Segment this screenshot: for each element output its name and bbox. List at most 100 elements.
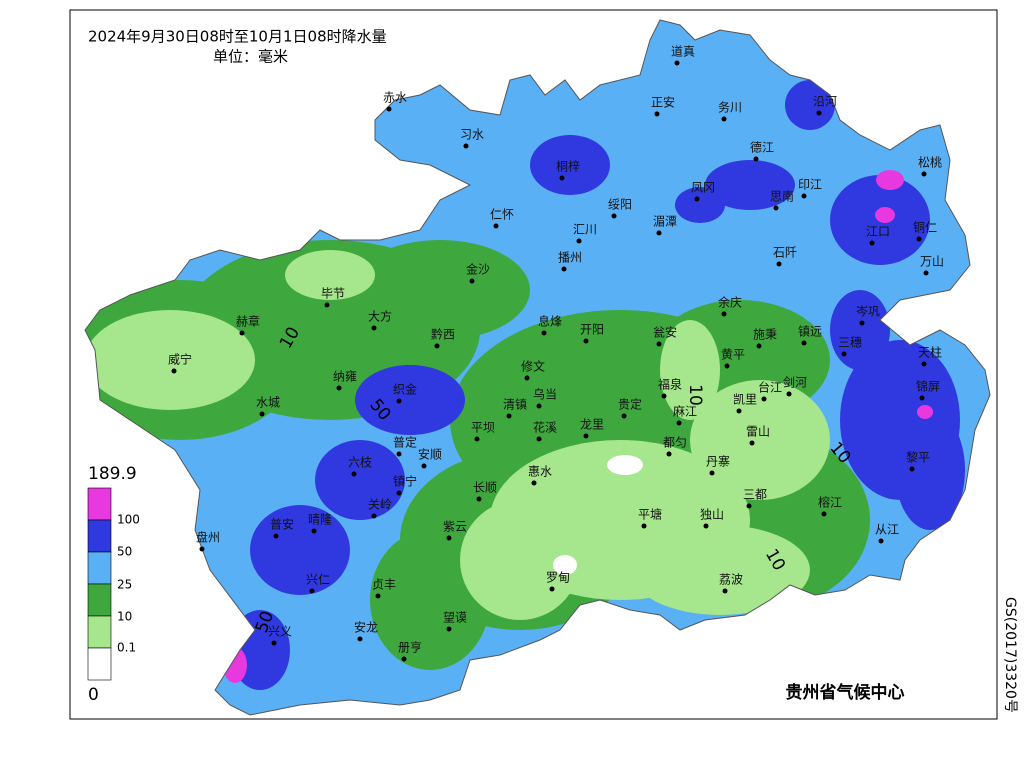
city-label: 晴隆 (308, 512, 332, 527)
city-dot (171, 368, 177, 374)
city-label: 从江 (875, 523, 899, 537)
city-dot (909, 466, 915, 472)
city-dot (859, 320, 865, 326)
city-dot (841, 351, 847, 357)
city-dot (396, 451, 402, 457)
approval-number: GS(2017)3320号 (1002, 597, 1018, 713)
precip-area (85, 310, 255, 410)
city-label: 水城 (256, 396, 280, 410)
precip-area (630, 525, 810, 615)
city-dot (676, 420, 682, 426)
city-dot (721, 311, 727, 317)
province-border (84, 19, 991, 716)
city-dot (371, 513, 377, 519)
city-dot (531, 480, 537, 486)
city-dot (641, 523, 647, 529)
city-label: 盘州 (196, 530, 220, 545)
city-dot (541, 330, 547, 336)
precip-area (895, 410, 965, 530)
precip-area (876, 170, 904, 190)
city-dot (761, 396, 767, 402)
city-label: 荔波 (719, 573, 743, 587)
city-dot (524, 375, 530, 381)
city-label: 务川 (718, 100, 742, 115)
precip-area (785, 80, 835, 130)
legend-label: 100 (117, 513, 140, 527)
legend-swatch (87, 615, 112, 649)
city-dot (816, 110, 822, 116)
city-label: 安顺 (418, 447, 442, 462)
city-label: 播州 (558, 251, 582, 265)
city-label: 贞丰 (372, 578, 396, 592)
city-dot (446, 626, 452, 632)
city-label: 余庆 (718, 295, 742, 310)
city-dot (506, 413, 512, 419)
city-dot (786, 391, 792, 397)
precip-area (250, 505, 350, 595)
city-dot (259, 411, 265, 417)
city-dot (371, 325, 377, 331)
precip-area (223, 647, 247, 683)
city-dot (469, 278, 475, 284)
city-dot (324, 302, 330, 308)
precip-area (607, 455, 643, 475)
city-label: 道真 (671, 45, 695, 59)
city-dot (916, 236, 922, 242)
city-dot (396, 398, 402, 404)
city-dot (536, 403, 542, 409)
city-label: 镇远 (798, 325, 822, 339)
precip-area (660, 320, 720, 420)
city-label: 望谟 (443, 611, 467, 625)
city-dot (357, 636, 363, 642)
city-label: 瓮安 (653, 325, 677, 340)
city-label: 绥阳 (608, 198, 632, 212)
legend-swatch (87, 487, 112, 521)
city-label: 独山 (700, 508, 724, 522)
city-label: 纳雍 (333, 369, 357, 384)
city-label: 兴仁 (306, 573, 330, 587)
city-label: 普定 (393, 435, 417, 450)
precip-area (530, 135, 610, 195)
city-dot (746, 503, 752, 509)
city-dot (776, 261, 782, 267)
city-label: 福泉 (658, 377, 682, 392)
city-dot (271, 640, 277, 646)
city-dot (869, 240, 875, 246)
city-label: 长顺 (473, 481, 497, 495)
city-label: 沿河 (813, 95, 837, 109)
city-label: 惠水 (528, 465, 552, 479)
city-dot (724, 363, 730, 369)
city-dot (446, 535, 452, 541)
city-label: 平坝 (471, 421, 495, 435)
city-label: 石阡 (773, 245, 797, 260)
city-dot (476, 496, 482, 502)
city-label: 德江 (750, 140, 774, 155)
city-label: 丹寨 (706, 454, 730, 469)
precip-area (553, 555, 577, 575)
city-label: 六枝 (348, 455, 372, 470)
city-dot (656, 230, 662, 236)
city-label: 江口 (866, 225, 890, 239)
city-label: 岑巩 (856, 305, 880, 319)
city-label: 大方 (368, 309, 392, 324)
city-dot (375, 593, 381, 599)
city-label: 正安 (651, 95, 675, 110)
city-dot (654, 111, 660, 117)
city-dot (773, 205, 779, 211)
city-label: 施秉 (753, 328, 777, 342)
city-label: 万山 (920, 255, 944, 269)
city-label: 桐梓 (556, 159, 580, 174)
city-dot (474, 436, 480, 442)
city-dot (493, 223, 499, 229)
city-label: 黄平 (721, 348, 745, 362)
credit: 贵州省气候中心 (786, 682, 905, 703)
city-label: 金沙 (466, 262, 490, 277)
city-label: 赤水 (383, 91, 407, 105)
city-label: 普安 (270, 517, 294, 532)
city-label: 息烽 (538, 314, 562, 329)
city-label: 三穗 (838, 336, 862, 350)
city-dot (753, 156, 759, 162)
precip-area (370, 530, 490, 670)
city-dot (239, 330, 245, 336)
legend-swatch (87, 647, 112, 681)
